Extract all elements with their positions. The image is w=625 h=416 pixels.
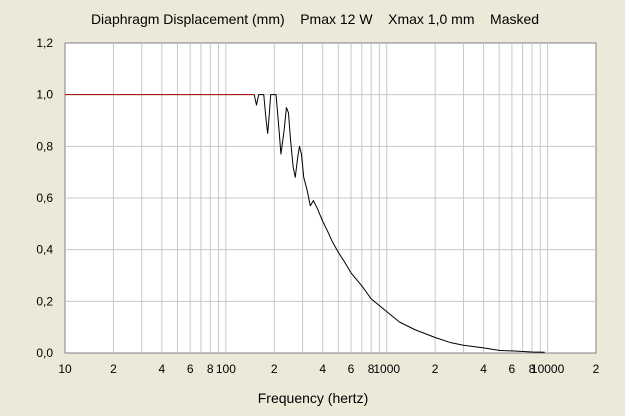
y-tick-label: 0,6 <box>36 191 53 205</box>
x-tick-label: 2 <box>432 362 439 376</box>
x-tick-label: 4 <box>319 362 326 376</box>
x-tick-label: 10 <box>58 362 72 376</box>
x-axis-label: Frequency (hertz) <box>258 390 368 406</box>
series-layer <box>65 94 545 353</box>
x-tick-label: 2 <box>110 362 117 376</box>
y-tick-label: 0,2 <box>36 294 53 308</box>
x-tick-label: 4 <box>480 362 487 376</box>
x-tick-label: 4 <box>159 362 166 376</box>
x-tick-label: 2 <box>271 362 278 376</box>
x-tick-label: 8 <box>207 362 214 376</box>
y-tick-label: 0,4 <box>36 243 53 257</box>
x-tick-label: 8 <box>368 362 375 376</box>
x-tick-label: 2 <box>593 362 600 376</box>
x-tick-label: 8 <box>529 362 536 376</box>
x-tick-label: 1000 <box>373 362 400 376</box>
x-tick-label: 6 <box>348 362 355 376</box>
y-tick-label: 0,0 <box>36 346 53 360</box>
x-tick-label: 6 <box>187 362 194 376</box>
chart-title: Diaphragm Displacement (mm) Pmax 12 W Xm… <box>91 11 539 27</box>
x-tick-label: 10000 <box>531 362 565 376</box>
displacement-curve <box>253 94 545 353</box>
x-tick-label: 6 <box>509 362 516 376</box>
y-tick-label: 1,0 <box>36 88 53 102</box>
x-tick-label: 100 <box>216 362 236 376</box>
y-tick-labels: 0,0 0,2 0,4 0,6 0,8 1,0 1,2 <box>36 36 53 360</box>
y-tick-label: 0,8 <box>36 139 53 153</box>
y-tick-label: 1,2 <box>36 36 53 50</box>
